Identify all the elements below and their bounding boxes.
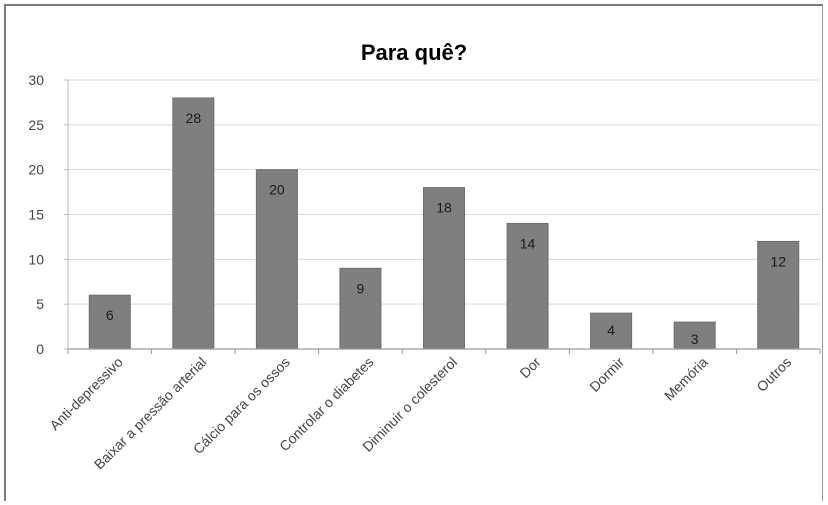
bar [255, 169, 298, 350]
bar [339, 267, 382, 350]
bar-value-label: 28 [186, 110, 202, 126]
bar [506, 222, 549, 350]
x-category-label: Outros [753, 354, 794, 395]
bar-value-label: 9 [357, 280, 365, 296]
x-category-label: Memória [661, 354, 711, 404]
x-category-label: Dormir [586, 354, 627, 395]
bar-value-label: 14 [520, 235, 536, 251]
chart-title: Para quê? [360, 40, 468, 65]
y-tick-label: 20 [28, 162, 44, 178]
y-tick-label: 15 [28, 207, 44, 223]
bar-value-label: 3 [691, 331, 699, 347]
y-tick-label: 0 [36, 341, 44, 357]
y-tick-label: 10 [28, 251, 44, 267]
x-category-label: Dor [516, 354, 544, 382]
chart-frame [4, 4, 823, 501]
bar-value-label: 18 [436, 200, 452, 216]
x-category-label: Diminuir o colesterol [359, 354, 460, 455]
bar-value-label: 4 [607, 322, 615, 338]
bar [423, 187, 465, 350]
bar-value-label: 20 [269, 182, 285, 198]
x-category-label: Anti-depressivo [46, 354, 126, 434]
x-category-label: Controlar o diabetes [276, 354, 376, 454]
y-tick-label: 5 [36, 296, 44, 312]
bar [88, 294, 131, 350]
bar [673, 321, 716, 350]
bar [172, 97, 215, 350]
y-tick-label: 25 [28, 117, 44, 133]
bar-value-label: 12 [770, 253, 786, 269]
bar-value-label: 6 [106, 307, 114, 323]
bar [757, 240, 800, 350]
y-tick-label: 30 [28, 72, 44, 88]
